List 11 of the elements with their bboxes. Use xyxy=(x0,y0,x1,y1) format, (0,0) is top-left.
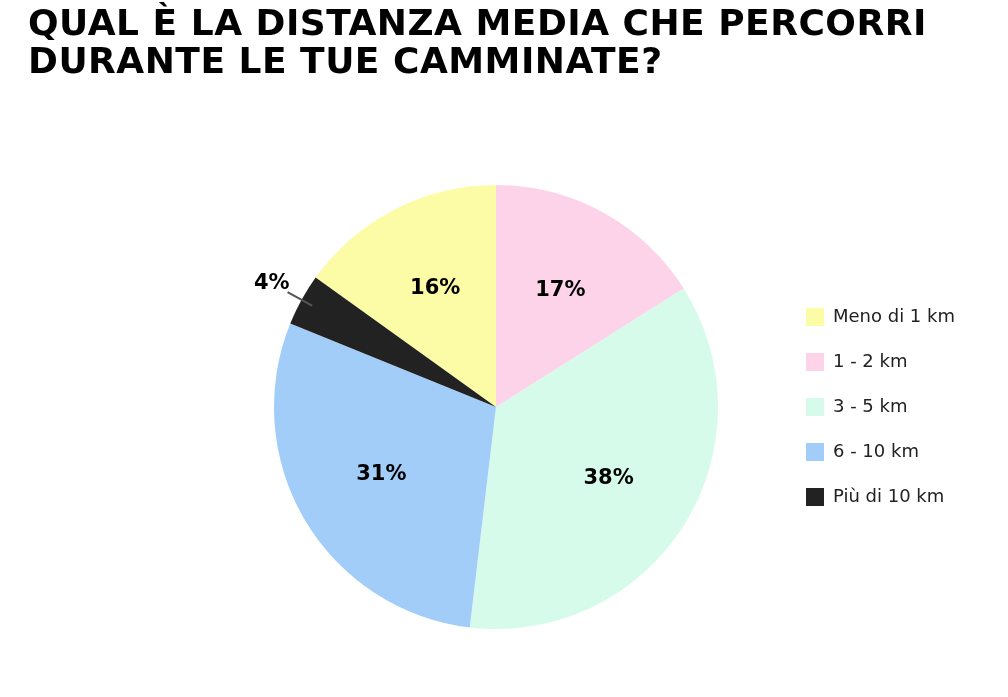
data-label: 31% xyxy=(356,461,407,486)
legend-label: Meno di 1 km xyxy=(832,304,955,326)
legend-label: 6 - 10 km xyxy=(832,439,919,461)
legend-label: 1 - 2 km xyxy=(832,349,908,371)
data-label: 16% xyxy=(410,274,461,299)
data-label: 17% xyxy=(535,276,586,301)
data-label: 4% xyxy=(253,269,290,294)
chart-title: QUAL È LA DISTANZA MEDIA CHE PERCORRI DURANTE LE TUE CAMMINATE? xyxy=(28,2,928,81)
data-label: 38% xyxy=(583,464,634,489)
legend-label: Più di 10 km xyxy=(832,484,945,506)
legend-label: 3 - 5 km xyxy=(832,394,908,416)
